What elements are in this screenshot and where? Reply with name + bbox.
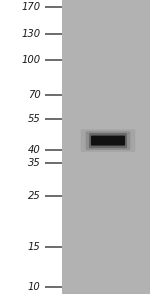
Text: 10: 10 <box>28 282 40 292</box>
Text: 70: 70 <box>28 90 40 100</box>
Text: 55: 55 <box>28 113 40 123</box>
FancyBboxPatch shape <box>81 129 135 152</box>
FancyBboxPatch shape <box>89 133 127 148</box>
Text: 170: 170 <box>21 2 40 12</box>
Text: 40: 40 <box>28 145 40 155</box>
Text: 130: 130 <box>21 29 40 39</box>
FancyBboxPatch shape <box>86 131 130 150</box>
Text: 100: 100 <box>21 55 40 65</box>
Bar <box>62 0 150 294</box>
Text: 35: 35 <box>28 158 40 168</box>
FancyBboxPatch shape <box>91 136 125 146</box>
Text: 15: 15 <box>28 242 40 252</box>
Text: 25: 25 <box>28 191 40 201</box>
